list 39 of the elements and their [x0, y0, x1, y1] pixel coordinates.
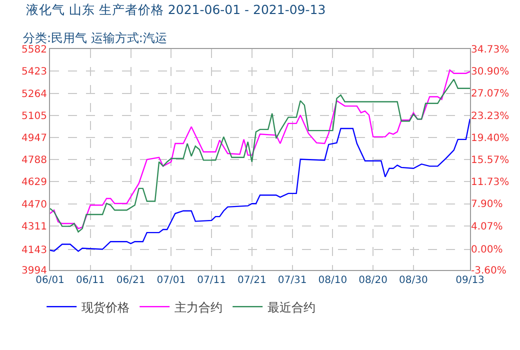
y2-tick-label: 27.07% — [471, 88, 510, 100]
y2-tick-label: 34.73% — [471, 44, 510, 56]
y-tick-label: 5105 — [22, 110, 47, 122]
x-tick-label: 08/20 — [358, 275, 388, 286]
y2-tick-label: 11.73% — [471, 177, 510, 188]
y-tick-label: 4947 — [22, 132, 47, 144]
y2-tick-label: -3.60% — [471, 266, 506, 276]
y-tick-label: 5582 — [22, 44, 47, 56]
y2-tick-label: 23.23% — [471, 110, 510, 122]
y-tick-label: 4629 — [22, 177, 47, 188]
y-tick-label: 5264 — [22, 88, 47, 100]
y-tick-label: 3994 — [22, 266, 47, 276]
y2-tick-label: 30.90% — [471, 66, 510, 78]
x-tick-label: 07/21 — [238, 275, 266, 286]
chart-title: 液化气 山东 生产者价格 2021-06-01 - 2021-09-13 — [26, 2, 326, 17]
legend-label: 最近合约 — [268, 300, 316, 314]
y2-tick-label: 15.57% — [471, 154, 510, 166]
x-tick-label: 07/01 — [156, 275, 186, 286]
y-tick-label: 5423 — [22, 66, 47, 78]
y-tick-label: 4788 — [22, 155, 47, 166]
y2-tick-label: 4.07% — [471, 221, 503, 232]
y-tick-label: 4311 — [22, 221, 47, 232]
legend-label: 现货价格 — [82, 300, 130, 314]
y2-tick-label: 0.00% — [471, 244, 503, 256]
x-tick-label: 06/11 — [76, 275, 105, 286]
legend-label: 主力合约 — [174, 300, 223, 314]
x-tick-label: 07/31 — [278, 275, 307, 286]
x-tick-label: 09/13 — [456, 275, 484, 286]
y2-tick-label: 19.40% — [471, 132, 510, 144]
y2-tick-label: 7.90% — [471, 199, 503, 210]
line-series — [50, 118, 470, 252]
chart-subtitle: 分类:民用气 运输方式:汽运 — [23, 31, 167, 45]
x-tick-label: 07/11 — [197, 275, 226, 286]
y-tick-label: 4470 — [22, 199, 47, 210]
y-tick-label: 4143 — [22, 244, 47, 256]
x-tick-label: 08/10 — [318, 275, 348, 286]
x-tick-label: 06/21 — [116, 275, 146, 286]
x-tick-label: 06/01 — [36, 275, 64, 286]
x-tick-label: 08/30 — [399, 275, 428, 286]
